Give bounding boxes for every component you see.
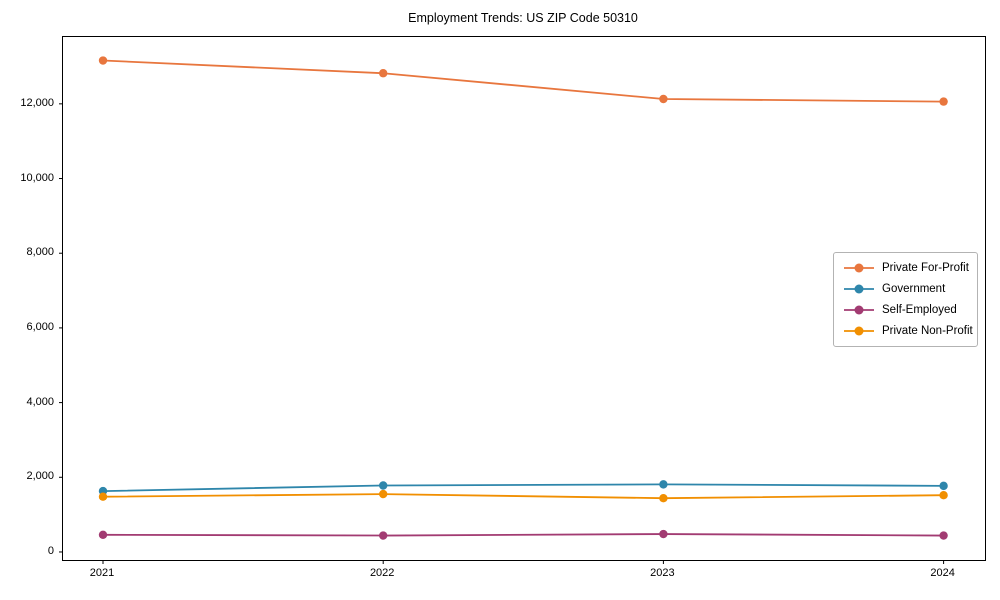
data-point	[98, 56, 108, 65]
data-point	[379, 481, 388, 490]
legend-label: Self-Employed	[882, 304, 957, 316]
y-tick-label: 0	[47, 544, 54, 557]
data-point	[379, 69, 388, 78]
data-point	[659, 493, 668, 503]
legend-item-0: Private For-Profit	[843, 259, 969, 277]
legend-item-3: Private Non-Profit	[843, 322, 973, 340]
data-point	[659, 480, 668, 489]
legend: Private For-Profit Government Self-Employe…	[833, 252, 978, 347]
x-tick-label: 2024	[930, 567, 955, 579]
data-point	[939, 481, 948, 491]
data-point	[379, 489, 388, 499]
y-tick-label: 2,000	[26, 470, 54, 483]
series-line-2	[102, 533, 944, 537]
legend-marker-icon	[844, 326, 874, 336]
legend-marker-icon	[844, 284, 874, 294]
chart-title: Employment Trends: US ZIP Code 50310	[408, 11, 638, 25]
legend-label: Government	[882, 283, 946, 295]
series-line-3	[102, 493, 944, 500]
legend-item-2: Self-Employed	[843, 301, 969, 319]
data-point	[939, 491, 948, 500]
legend-marker-icon	[844, 263, 874, 273]
plot-canvas	[59, 56, 948, 564]
series-line-0	[102, 59, 944, 103]
plot-area	[59, 36, 986, 564]
x-tick-label: 2021	[89, 567, 115, 579]
y-tick-label: 8,000	[26, 246, 54, 259]
legend-item-1: Government	[843, 280, 969, 298]
y-tick-label: 10,000	[20, 171, 54, 184]
series-line-1	[102, 483, 944, 493]
legend-marker-icon	[844, 305, 874, 315]
x-tick-label: 2023	[650, 567, 675, 579]
x-tick-label: 2022	[369, 567, 395, 579]
legend-label: Private Non-Profit	[882, 325, 973, 337]
data-point	[659, 529, 668, 539]
data-point	[379, 531, 388, 540]
data-point	[98, 530, 108, 539]
y-tick-label: 4,000	[26, 395, 54, 408]
y-tick-label: 12,000	[20, 96, 54, 109]
data-point	[659, 94, 668, 104]
data-point	[939, 531, 948, 540]
legend-label: Private For-Profit	[882, 262, 969, 274]
data-point	[98, 492, 108, 501]
y-tick-label: 6,000	[26, 320, 54, 333]
data-point	[939, 97, 948, 106]
